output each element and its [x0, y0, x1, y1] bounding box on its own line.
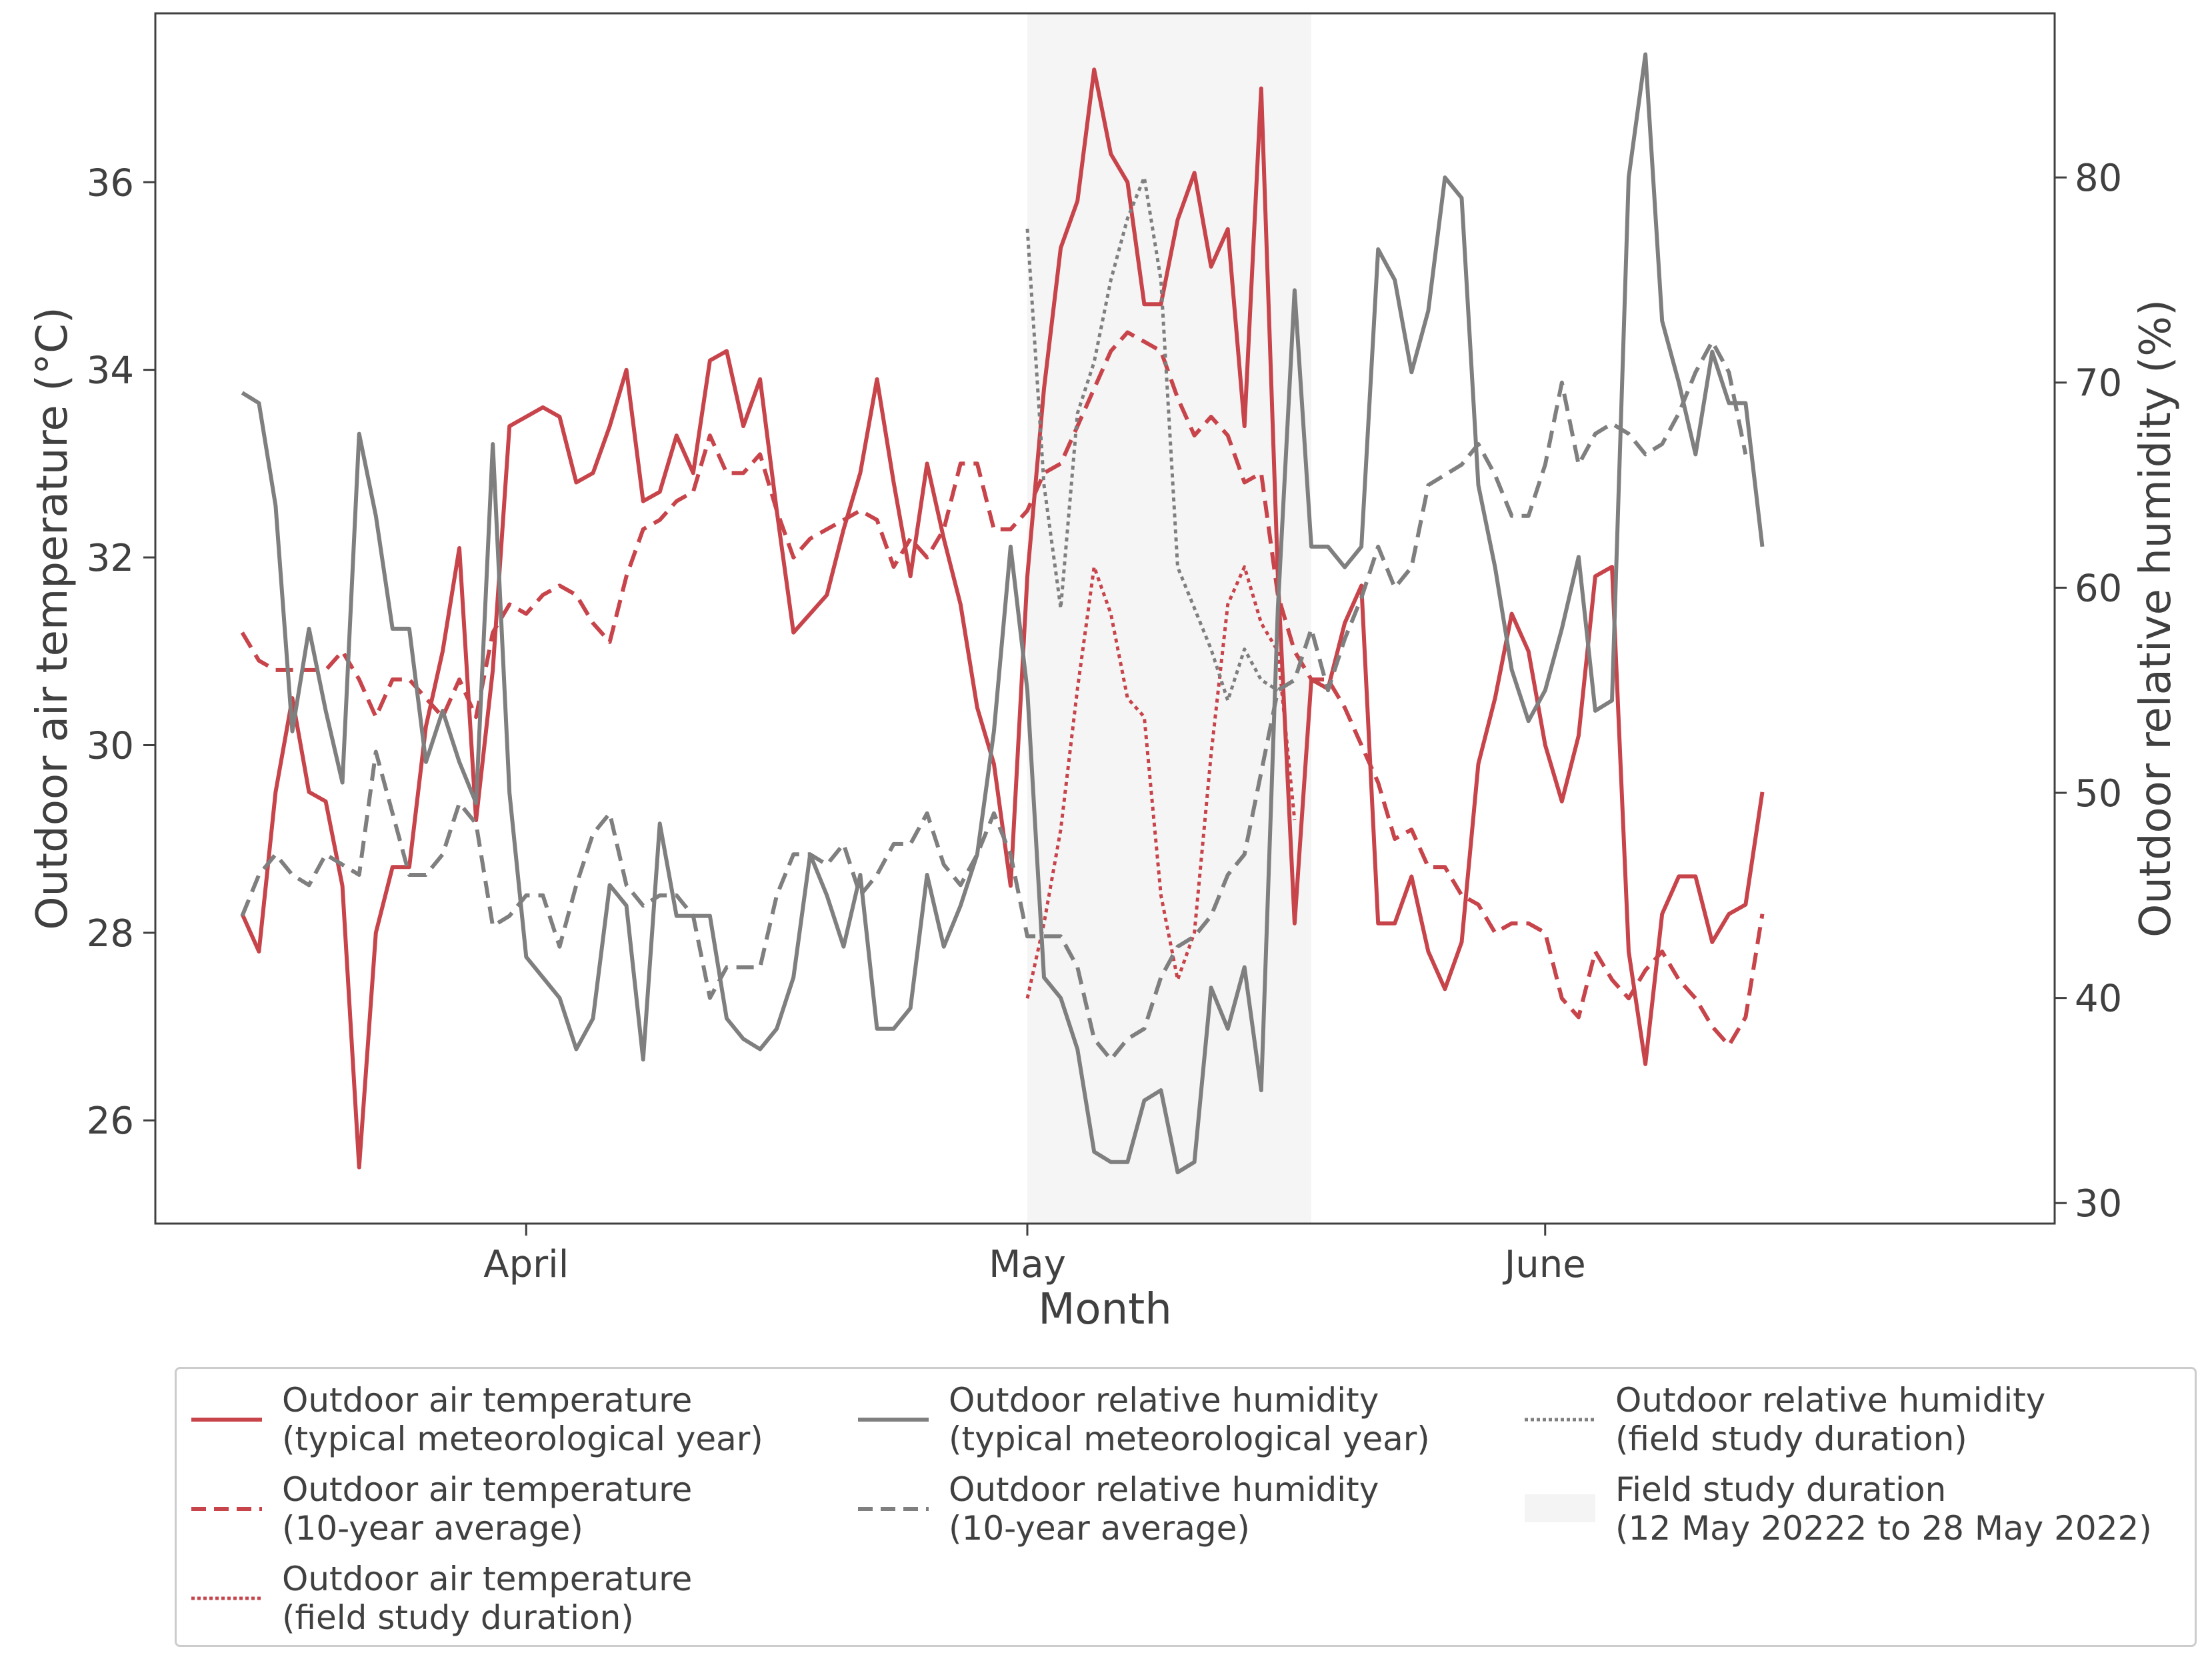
left-tick-label: 28 [87, 912, 134, 956]
legend-entry: Outdoor air temperature (10-year average) [183, 1470, 692, 1548]
right-tick-label: 50 [2075, 772, 2122, 815]
legend-label: Outdoor relative humidity (field study du… [1615, 1381, 2046, 1458]
legend-entry: Outdoor air temperature (typical meteorol… [183, 1381, 763, 1458]
left-y-axis: 26 28 30 32 34 36 [87, 161, 155, 1143]
legend-entry: Outdoor air temperature (field study dura… [183, 1560, 692, 1637]
left-tick-label: 30 [87, 724, 134, 767]
right-tick-label: 30 [2075, 1182, 2122, 1226]
series-layer [240, 52, 1765, 1175]
legend-swatch [858, 1507, 929, 1511]
series-line-6 [1025, 175, 1279, 703]
series-line-4 [241, 52, 1765, 1175]
right-y-axis: 30 40 50 60 70 80 [2055, 157, 2122, 1226]
legend-swatch [191, 1596, 262, 1600]
right-tick-label: 70 [2075, 362, 2122, 405]
left-tick-label: 36 [87, 161, 134, 205]
x-axis: April May June [483, 1224, 1586, 1286]
x-tick-label: May [989, 1243, 1066, 1286]
right-tick-label: 40 [2075, 978, 2122, 1021]
legend: Outdoor air temperature (typical meteorol… [175, 1367, 2197, 1647]
legend-label: Outdoor air temperature (field study dura… [282, 1560, 693, 1637]
left-tick-label: 32 [87, 537, 134, 580]
plot-frame [154, 12, 2056, 1225]
x-tick-label: April [483, 1243, 569, 1286]
series-line-5 [240, 339, 1748, 1062]
series-line-2 [240, 330, 1765, 1048]
x-tick-label: June [1503, 1243, 1586, 1286]
series-line-3 [1025, 565, 1297, 999]
left-tick-label: 26 [87, 1100, 134, 1143]
field-study-shaded-region [1027, 13, 1311, 1224]
legend-entry: Outdoor relative humidity (typical meteor… [850, 1381, 1430, 1458]
legend-label: Field study duration (12 May 20222 to 28 … [1615, 1470, 2152, 1548]
legend-entry: Outdoor relative humidity (field study du… [1517, 1381, 2045, 1458]
chart-canvas: 26 28 30 32 34 36 30 40 50 60 70 80 April May June M… [28, 12, 2181, 1334]
legend-label: Outdoor air temperature (10-year average) [282, 1470, 693, 1548]
right-tick-label: 60 [2075, 567, 2122, 610]
right-y-axis-title: Outdoor relative humidity (%) [2131, 299, 2181, 938]
legend-swatch [191, 1418, 262, 1422]
legend-entry: Outdoor relative humidity (10-year averag… [850, 1470, 1379, 1548]
legend-label: Outdoor relative humidity (typical meteor… [949, 1381, 1430, 1458]
legend-label: Outdoor relative humidity (10-year averag… [949, 1470, 1379, 1548]
left-tick-label: 34 [87, 349, 134, 393]
legend-label: Outdoor air temperature (typical meteorol… [282, 1381, 763, 1458]
left-y-axis-title: Outdoor air temperature (°C) [28, 307, 77, 930]
x-axis-title: Month [1038, 1285, 1172, 1334]
legend-swatch [1525, 1494, 1595, 1522]
right-tick-label: 80 [2075, 157, 2122, 200]
legend-swatch [1525, 1418, 1595, 1422]
legend-swatch [191, 1507, 262, 1511]
legend-swatch [858, 1418, 929, 1422]
legend-entry: Field study duration (12 May 20222 to 28 … [1517, 1470, 2152, 1548]
